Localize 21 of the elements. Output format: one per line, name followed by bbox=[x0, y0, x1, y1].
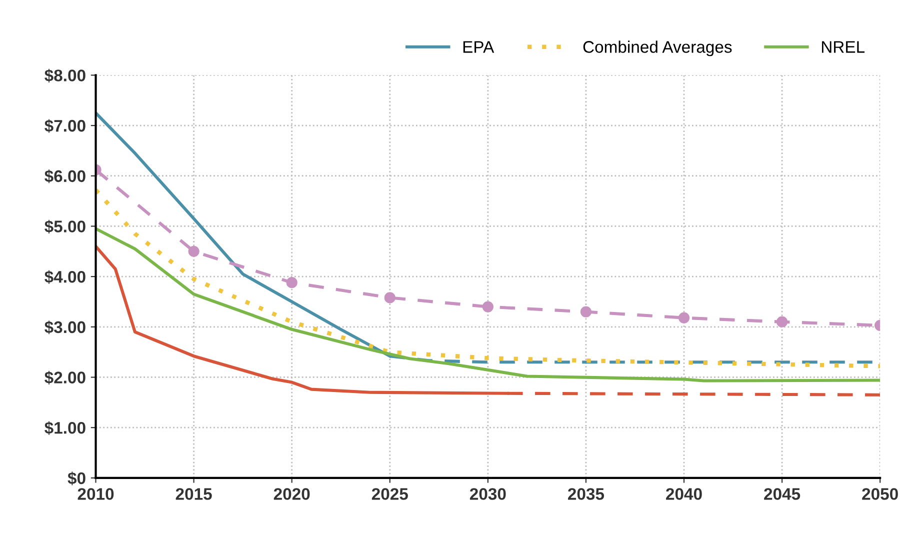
x-tick-label: 2035 bbox=[568, 488, 604, 500]
y-tick-label: $1.00 bbox=[44, 421, 86, 435]
y-tick-label: $5.00 bbox=[44, 220, 86, 234]
x-tick-label: 2040 bbox=[666, 488, 702, 500]
y-tick-label: $0 bbox=[68, 472, 86, 486]
x-tick-label: 2030 bbox=[470, 488, 506, 500]
y-tick-label: $2.00 bbox=[44, 370, 86, 385]
x-tick-label: 2010 bbox=[78, 488, 114, 500]
x-tick-label: 2020 bbox=[274, 488, 310, 500]
x-tick-label: 2045 bbox=[764, 488, 800, 500]
y-tick-label: $8.00 bbox=[44, 68, 86, 82]
legend-label: EPA bbox=[463, 41, 494, 53]
y-tick-label: $3.00 bbox=[44, 320, 86, 334]
y-tick-label: $6.00 bbox=[44, 170, 86, 184]
x-tick-label: 2050 bbox=[862, 488, 898, 500]
y-tick-label: $7.00 bbox=[44, 119, 86, 133]
legend-label: Combined Averages bbox=[583, 40, 732, 56]
x-tick-label: 2015 bbox=[176, 488, 212, 500]
x-tick-label: 2025 bbox=[372, 488, 408, 500]
y-tick-label: $4.00 bbox=[44, 270, 86, 284]
legend-label: NREL bbox=[822, 41, 865, 53]
